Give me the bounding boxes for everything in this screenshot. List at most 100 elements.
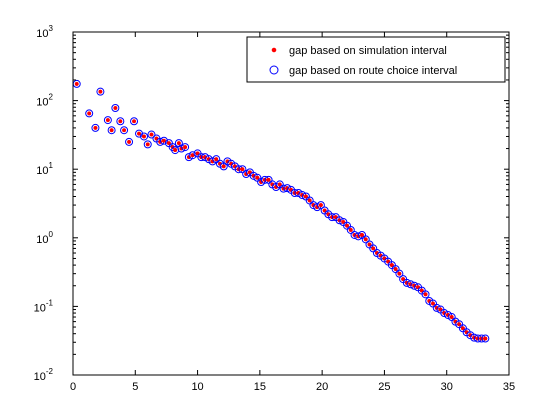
simulation-gap-marker: [359, 232, 365, 238]
route-choice-gap-marker: [159, 136, 168, 145]
route-choice-gap-marker: [316, 201, 325, 210]
data-marks: [72, 79, 490, 343]
simulation-gap-marker: [348, 227, 353, 233]
simulation-gap-marker: [419, 288, 424, 293]
route-choice-gap-marker: [85, 109, 94, 118]
route-choice-gap-marker: [294, 188, 303, 197]
simulation-gap-marker: [460, 326, 465, 331]
x-tick-label: 35: [503, 381, 515, 393]
simulation-gap-marker: [423, 292, 428, 297]
simulation-gap-marker: [221, 164, 226, 169]
route-choice-gap-marker: [421, 290, 430, 299]
simulation-gap-marker: [74, 81, 79, 86]
simulation-gap-marker: [122, 128, 127, 133]
route-choice-gap-marker: [174, 139, 183, 148]
legend: gap based on simulation interval gap bas…: [246, 36, 506, 83]
y-tick-label: 10-2: [34, 367, 54, 383]
simulation-gap-marker: [141, 134, 147, 139]
simulation-gap-marker: [303, 194, 308, 199]
simulation-gap-marker: [363, 237, 368, 242]
route-choice-gap-marker: [443, 310, 452, 319]
simulation-gap-marker: [149, 132, 154, 137]
simulation-gap-marker: [483, 336, 488, 341]
legend-label-route-choice: gap based on route choice interval: [289, 65, 457, 77]
simulation-gap-marker: [322, 208, 327, 213]
route-choice-gap-marker: [111, 104, 120, 113]
route-choice-gap-marker: [120, 126, 129, 135]
simulation-gap-marker: [93, 125, 98, 130]
route-choice-gap-marker: [130, 117, 139, 126]
route-choice-gap-marker: [107, 126, 116, 135]
route-choice-gap-marker: [201, 153, 210, 162]
simulation-gap-marker: [389, 263, 394, 268]
simulation-gap-marker: [307, 198, 312, 203]
x-axis: 0 5 10 15 20 25 30 35: [70, 32, 515, 393]
simulation-gap-marker: [127, 139, 132, 144]
route-choice-gap-marker: [103, 116, 112, 125]
x-tick-label: 30: [441, 381, 453, 393]
simulation-gap-marker: [195, 151, 200, 156]
simulation-gap-marker: [341, 219, 346, 225]
legend-label-simulation: gap based on simulation interval: [289, 45, 447, 57]
simulation-gap-marker: [131, 119, 137, 124]
simulation-gap-marker: [136, 131, 142, 136]
route-choice-gap-marker: [116, 117, 125, 126]
simulation-gap-marker: [176, 141, 181, 146]
y-tick-label: 100: [36, 230, 53, 246]
simulation-gap-marker: [214, 157, 219, 162]
simulation-gap-marker: [166, 141, 171, 146]
route-choice-gap-marker: [171, 146, 180, 155]
simulation-gap-marker: [457, 322, 462, 327]
route-choice-gap-marker: [188, 151, 197, 160]
simulation-gap-marker: [449, 314, 454, 320]
route-choice-gap-marker: [125, 137, 134, 146]
simulation-gap-marker: [87, 111, 92, 116]
route-choice-gap-marker: [147, 130, 156, 139]
route-choice-gap-marker: [91, 123, 100, 132]
simulation-gap-marker: [430, 301, 436, 306]
simulation-gap-marker: [240, 167, 245, 172]
simulation-gap-marker: [266, 177, 271, 182]
plot-area-frame: [72, 31, 510, 376]
route-choice-gap-marker: [219, 162, 228, 171]
simulation-gap-marker: [109, 128, 114, 133]
x-tick-label: 20: [316, 381, 328, 393]
legend-marker-blue-circle: [269, 65, 279, 75]
simulation-gap-marker: [113, 105, 118, 111]
simulation-gap-marker: [145, 142, 150, 147]
legend-box: [246, 36, 506, 83]
simulation-gap-marker: [371, 246, 376, 251]
route-choice-gap-marker: [140, 132, 149, 141]
y-tick-label: 103: [36, 24, 53, 40]
simulation-gap-marker: [318, 203, 323, 208]
simulation-gap-marker: [98, 89, 103, 94]
route-choice-gap-marker: [96, 87, 105, 96]
route-choice-gap-marker: [181, 143, 190, 152]
route-choice-gap-marker: [313, 203, 322, 212]
y-axis: 10-2 10-1 100 101 102 103: [34, 24, 509, 383]
route-choice-gap-marker: [395, 269, 404, 278]
legend-marker-red-dot: [271, 47, 277, 53]
x-tick-label: 15: [254, 381, 266, 393]
y-tick-label: 10-1: [34, 298, 54, 314]
simulation-gap-marker: [345, 223, 350, 228]
simulation-gap-marker: [397, 271, 402, 276]
route-choice-gap-marker: [346, 225, 355, 234]
x-tick-label: 25: [378, 381, 390, 393]
simulation-gap-marker: [255, 175, 260, 180]
x-tick-label: 0: [70, 381, 76, 393]
simulation-gap-marker: [367, 242, 372, 247]
simulation-gap-marker: [118, 119, 123, 124]
simulation-gap-marker: [393, 267, 398, 272]
simulation-gap-marker: [173, 148, 178, 153]
route-choice-gap-marker: [361, 235, 370, 244]
route-choice-gap-marker: [481, 334, 490, 343]
y-tick-label: 101: [36, 161, 53, 177]
x-tick-label: 5: [132, 381, 138, 393]
simulation-gap-marker: [183, 145, 188, 150]
route-choice-gap-marker: [143, 140, 152, 149]
simulation-gap-marker: [277, 182, 282, 187]
y-tick-label: 102: [36, 93, 53, 109]
